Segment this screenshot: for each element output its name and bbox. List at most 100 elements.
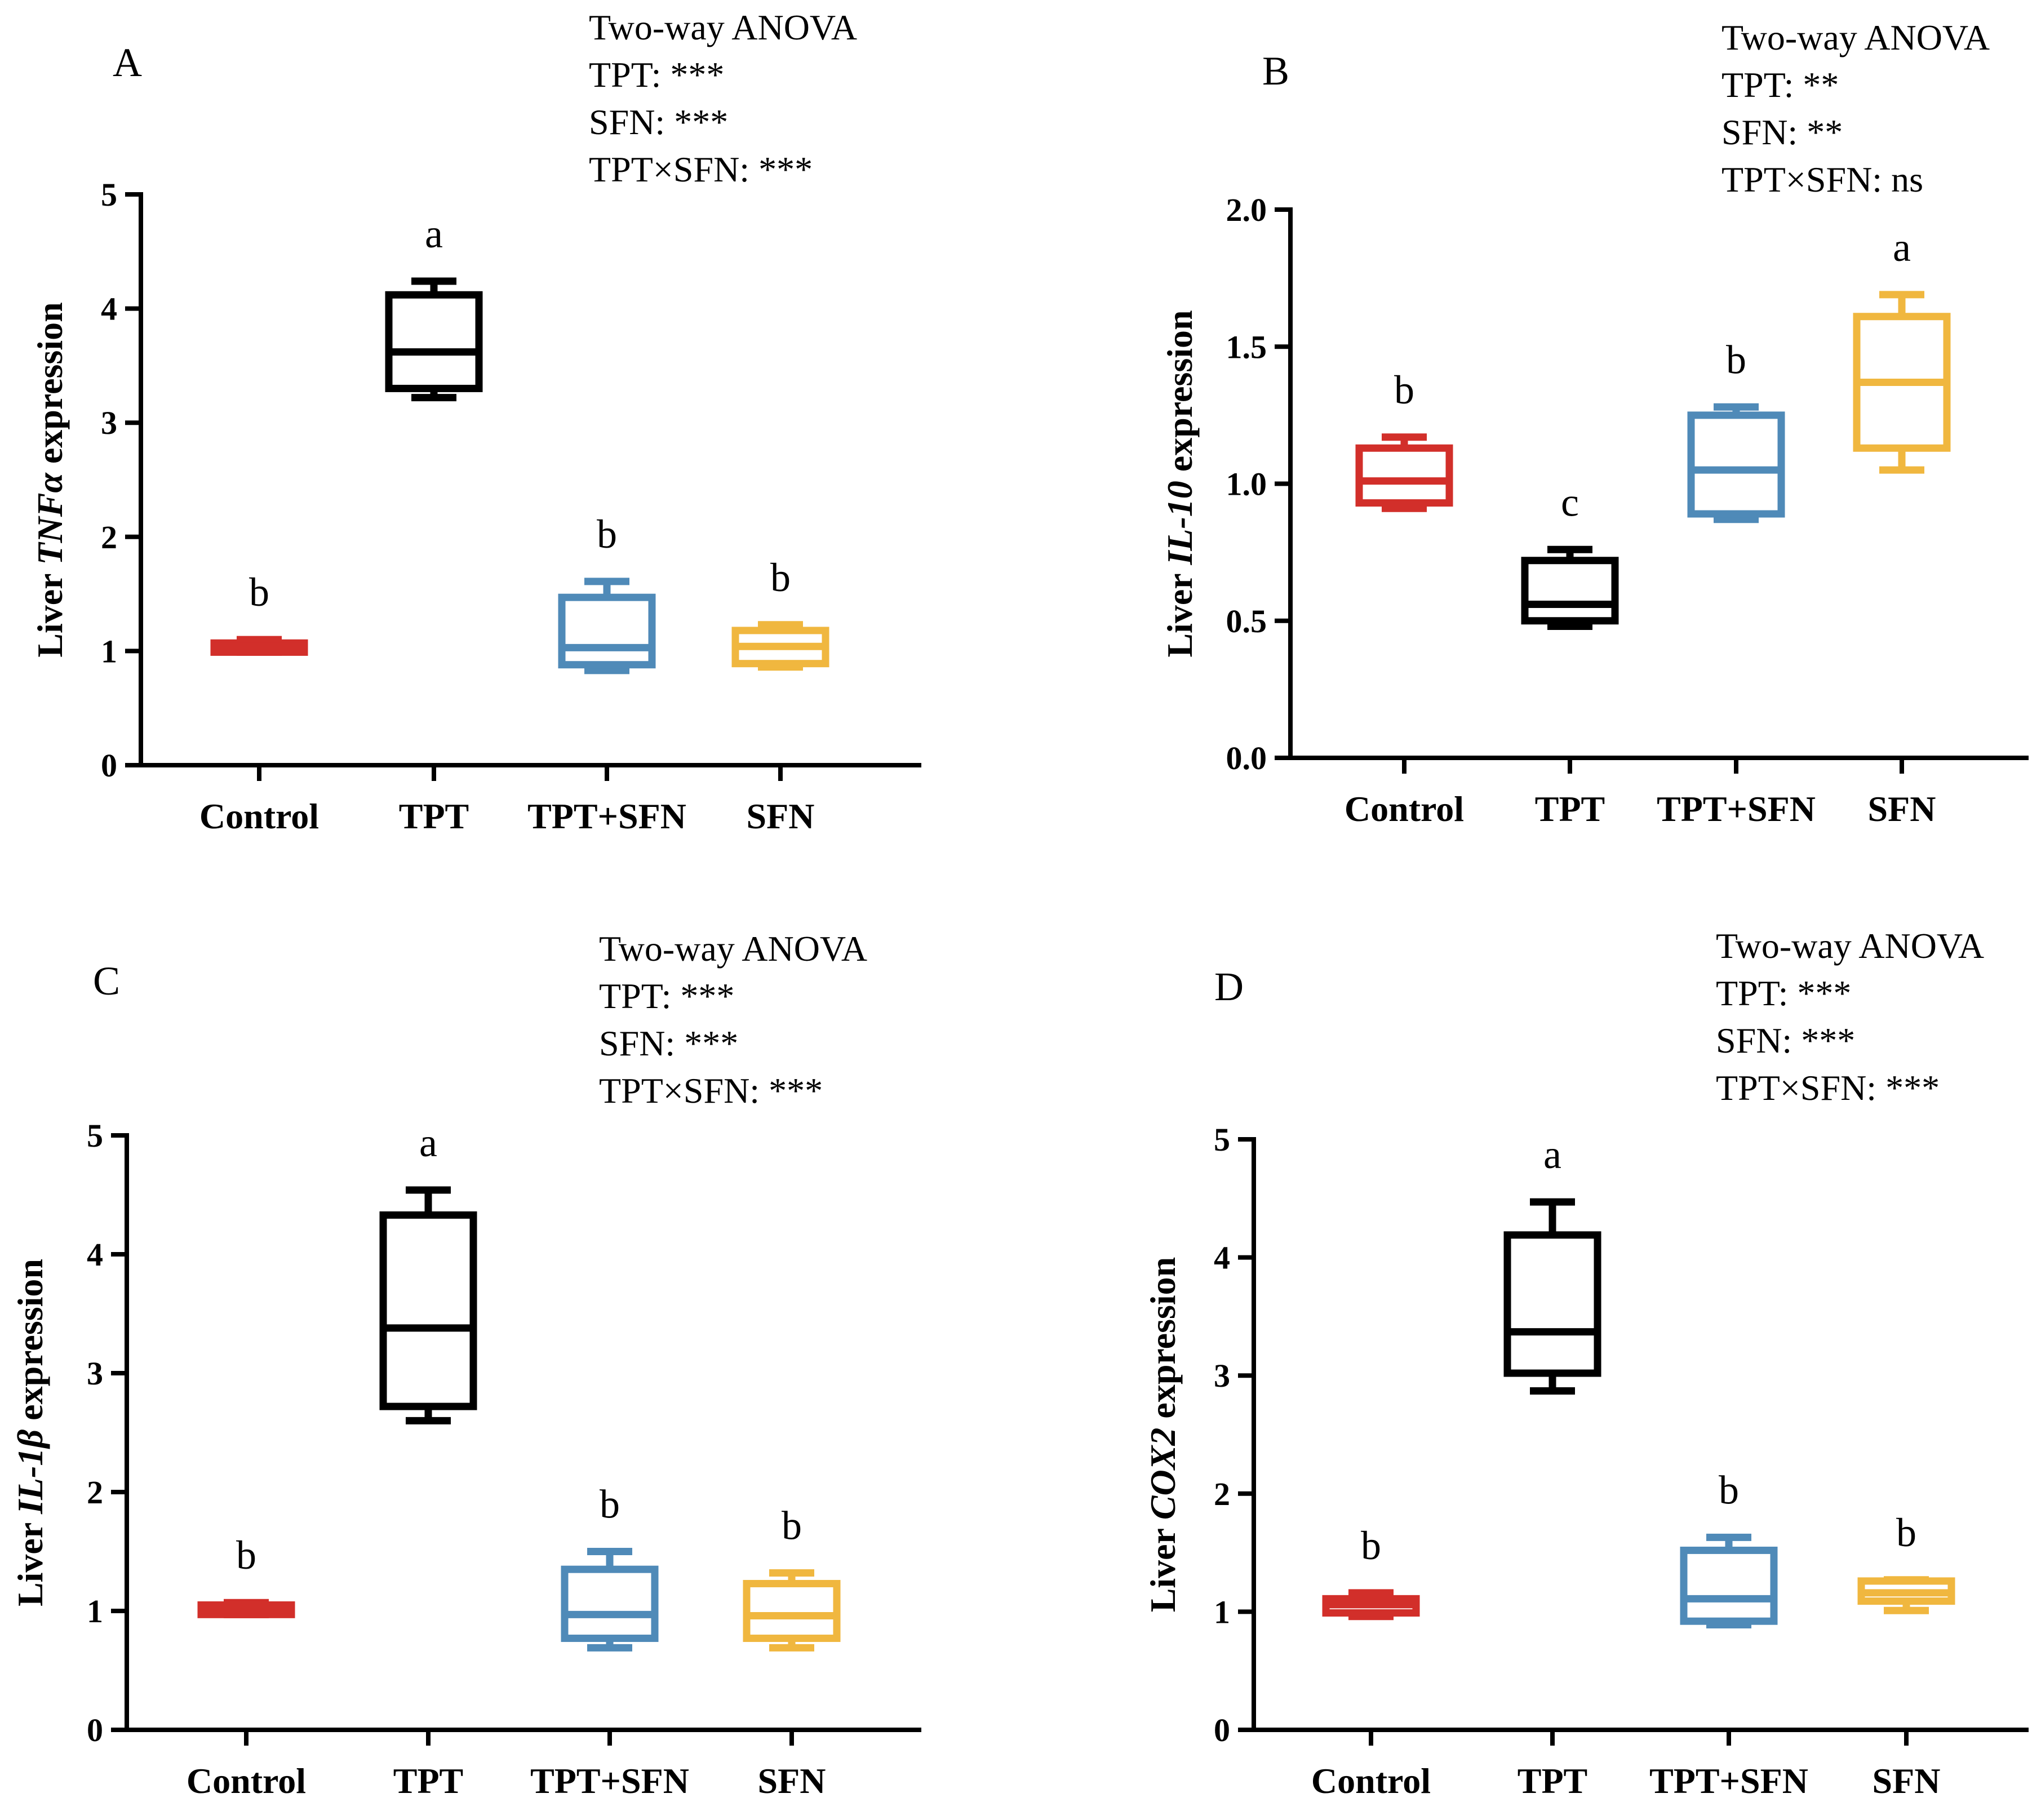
significance-letter: a [419,1120,437,1165]
x-tick-label: TPT+SFN [1657,789,1816,829]
box-tpt [379,1186,477,1424]
box-sfn [1857,1576,1955,1614]
significance-letter: b [1726,337,1746,382]
box-body [379,1211,477,1410]
x-tick-label: TPT [1535,789,1605,829]
box-tpt [385,277,483,402]
y-axis-label-suffix: expression [30,302,70,473]
box-tpt [1503,1198,1601,1395]
x-tick-label: SFN [758,1761,826,1801]
significance-letter: b [249,570,269,615]
box-tpt-sfn [558,578,656,674]
panel-label: A [113,40,142,85]
y-axis-label: Liver COX2 expression [1143,1257,1183,1613]
y-tick-label: 4 [1214,1240,1230,1276]
significance-letter: a [1543,1132,1561,1177]
y-tick-label: 0.5 [1226,603,1267,640]
y-axis-label: Liver IL-10 expression [1160,310,1200,657]
box-body [1355,444,1453,507]
panel-label: C [93,958,120,1004]
y-axis-label-suffix: expression [10,1259,50,1430]
anova-line: SFN: *** [1716,1020,1855,1060]
significance-letter: b [600,1482,620,1527]
significance-letter: a [425,211,443,256]
x-tick-label: Control [199,796,319,836]
box-body [558,593,656,669]
y-tick-label: 0 [87,1712,103,1748]
anova-line: Two-way ANOVA [589,7,857,47]
anova-line: SFN: *** [599,1023,738,1063]
box-body [1521,557,1619,625]
y-tick-label: 0 [1214,1712,1230,1748]
significance-letter: b [1394,367,1414,412]
x-tick-label: Control [1345,789,1464,829]
x-tick-label: TPT [393,1761,463,1801]
x-tick-label: SFN [1873,1761,1941,1801]
box-body [561,1565,659,1643]
box-tpt-sfn [1680,1533,1778,1628]
y-tick-label: 4 [87,1236,103,1273]
y-tick-label: 1.0 [1226,466,1267,503]
significance-letter: b [1361,1523,1381,1568]
y-tick-label: 2 [101,519,117,556]
y-axis-label-prefix: Liver [1160,565,1200,658]
y-axis-label-prefix: Liver [1143,1520,1183,1612]
anova-line: Two-way ANOVA [1716,926,1984,966]
panel-d: D Two-way ANOVA TPT: *** SFN: *** TPT×SFN: *… [1143,926,2029,1801]
significance-letter: b [782,1503,802,1548]
box-control [210,636,308,656]
y-axis-label: Liver IL-1β expression [10,1259,50,1606]
y-tick-label: 0.0 [1226,740,1267,776]
panel-a: A Two-way ANOVA TPT: *** SFN: *** TPT×SFN: *… [30,7,921,836]
y-tick-label: 2 [87,1474,103,1511]
anova-line: SFN: *** [589,102,728,142]
box-sfn [743,1569,841,1652]
panel-b: B Two-way ANOVA TPT: ** SFN: ** TPT×SFN: ns 0… [1160,17,2029,829]
x-tick-label: TPT+SFN [530,1761,689,1801]
panel-c: C Two-way ANOVA TPT: *** SFN: *** TPT×SFN: *… [10,929,921,1801]
box-tpt [1521,545,1619,630]
y-axis-label-gene: TNFα [30,472,70,565]
anova-line: TPT: *** [589,55,724,95]
y-axis-label-suffix: expression [1160,310,1200,481]
y-axis-label-gene: IL-10 [1160,481,1200,565]
box-body [1687,411,1785,518]
anova-line: SFN: ** [1721,112,1843,152]
y-axis-label-prefix: Liver [30,565,70,658]
y-axis-label-prefix: Liver [10,1514,50,1606]
significance-letter: b [770,555,791,600]
y-tick-label: 3 [1214,1357,1230,1394]
y-tick-label: 2 [1214,1476,1230,1512]
box-sfn [1853,291,1951,474]
box-control [1322,1589,1420,1621]
anova-line: Two-way ANOVA [1721,17,1990,57]
significance-letter: b [1719,1467,1739,1512]
panel-label: D [1214,964,1244,1009]
box-tpt-sfn [561,1548,659,1652]
y-tick-label: 4 [101,291,117,327]
y-tick-label: 0 [101,747,117,784]
anova-line: TPT×SFN: *** [1716,1068,1940,1108]
y-tick-label: 2.0 [1226,192,1267,228]
box-body [1680,1546,1778,1625]
box-control [1355,433,1453,512]
anova-line: TPT×SFN: ns [1721,159,1923,199]
x-tick-label: SFN [747,796,815,836]
y-axis-label-gene: IL-1β [10,1430,50,1515]
box-body [385,291,483,392]
y-tick-label: 3 [101,405,117,441]
y-axis-label: Liver TNFα expression [30,302,70,657]
box-body [743,1579,841,1643]
box-control [197,1599,295,1618]
anova-line: TPT: *** [1716,973,1851,1013]
box-tpt-sfn [1687,403,1785,523]
y-tick-label: 1 [101,633,117,669]
x-tick-label: TPT [1518,1761,1587,1801]
box-body [1503,1231,1601,1377]
x-tick-label: SFN [1868,789,1936,829]
y-tick-label: 1.5 [1226,329,1267,365]
y-tick-label: 5 [101,176,117,213]
y-axis-label-suffix: expression [1143,1257,1183,1428]
anova-line: TPT: ** [1721,65,1839,105]
